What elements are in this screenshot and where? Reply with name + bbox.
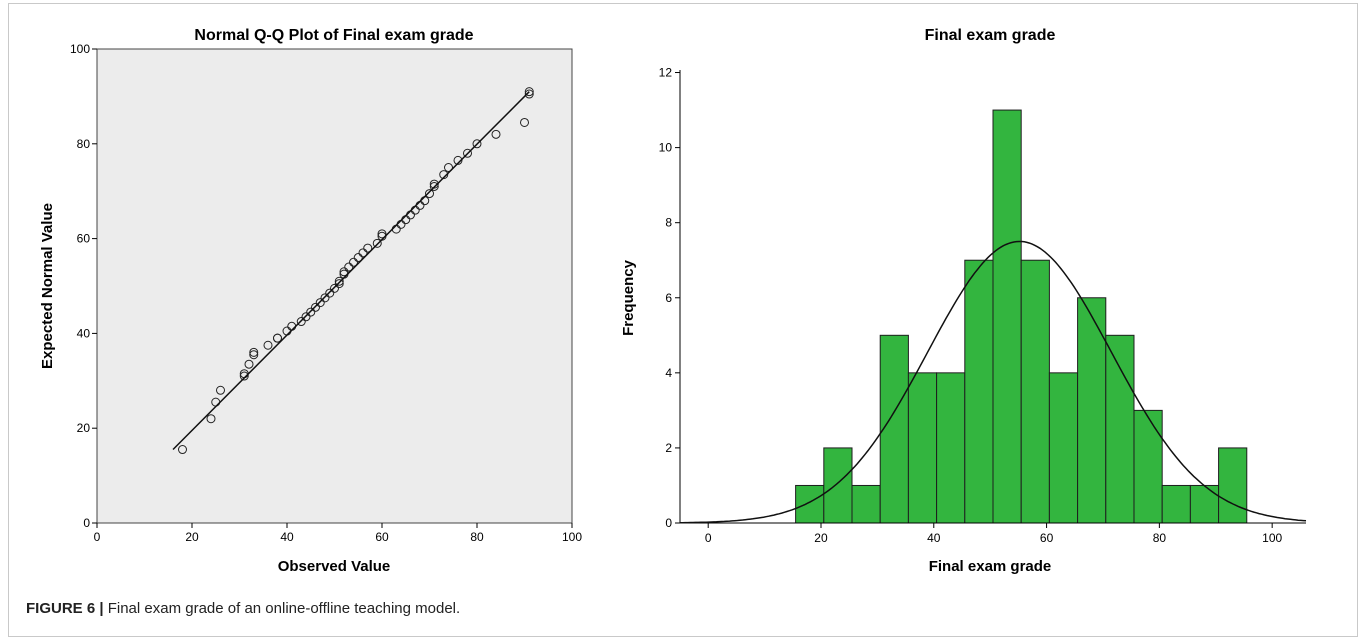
qq-point: [315, 298, 325, 308]
qq-point: [491, 129, 501, 139]
qq-y-tick-label: 80: [77, 137, 91, 151]
qq-point: [216, 385, 225, 395]
qq-x-ticks: 0 20 40 60 80 100: [94, 523, 582, 544]
qq-x-tick-label: 60: [375, 530, 389, 544]
qq-y-ticks: 0 20 40 60 80 100: [70, 42, 97, 530]
qq-point: [372, 238, 382, 248]
histogram-x-tick-label: 80: [1153, 531, 1167, 545]
qq-y-tick-label: 0: [83, 516, 90, 530]
qq-point: [444, 163, 453, 172]
histogram-y-ticks: 0 2 4 6 8 10 12: [659, 66, 680, 530]
qq-point: [524, 87, 534, 97]
qq-point: [320, 293, 330, 303]
qq-point: [425, 189, 434, 199]
histogram-bar: [907, 372, 938, 524]
histogram-bar: [1020, 259, 1050, 524]
histogram: Final exam grade Final exam grade Freque…: [620, 27, 1307, 575]
histogram-bar: [936, 372, 966, 524]
histogram-x-tick-label: 0: [705, 531, 712, 545]
qq-point: [349, 257, 358, 267]
histogram-bar: [1105, 334, 1135, 524]
qq-x-tick-label: 40: [280, 530, 294, 544]
qq-point: [339, 267, 349, 277]
qq-x-tick-label: 100: [562, 530, 582, 544]
qq-reference-line: [172, 91, 530, 451]
histogram-x-tick-label: 60: [1040, 531, 1054, 545]
qq-point: [178, 445, 187, 455]
histogram-bar: [823, 447, 853, 524]
qq-point: [524, 89, 534, 99]
qq-y-tick-label: 40: [77, 326, 91, 340]
qq-point: [273, 333, 282, 343]
qq-point: [334, 276, 344, 286]
figure-caption: FIGURE 6 | Final exam grade of an online…: [26, 600, 460, 617]
qq-point: [263, 340, 273, 350]
qq-point: [301, 312, 311, 322]
qq-y-tick-label: 20: [77, 421, 91, 435]
histogram-y-tick-label: 0: [665, 516, 672, 530]
histogram-x-tick-label: 20: [814, 531, 828, 545]
qq-point: [325, 288, 335, 298]
histogram-bar: [1048, 372, 1079, 524]
histogram-x-tick-label: 40: [927, 531, 941, 545]
histogram-title: Final exam grade: [925, 27, 1056, 44]
histogram-y-tick-label: 2: [665, 441, 672, 455]
histogram-bar: [1161, 484, 1191, 524]
qq-point: [363, 243, 373, 253]
qq-point: [472, 139, 482, 149]
histogram-y-tick-label: 12: [659, 66, 673, 80]
histogram-y-tick-label: 8: [665, 216, 672, 230]
caption-label: FIGURE 6 |: [26, 600, 104, 617]
qq-point: [429, 181, 439, 191]
histogram-y-tick-label: 6: [665, 291, 672, 305]
qq-point: [311, 302, 320, 312]
qq-y-tick-label: 60: [77, 232, 91, 246]
qq-x-tick-label: 20: [185, 530, 199, 544]
caption-text: Final exam grade of an online-offline te…: [107, 600, 461, 617]
qq-point: [520, 117, 529, 127]
histogram-y-axis-label: Frequency: [620, 259, 637, 336]
qq-point: [249, 350, 259, 360]
qq-point: [453, 155, 463, 165]
histogram-y-tick-label: 10: [659, 141, 673, 155]
histogram-bars: [795, 109, 1248, 524]
qq-point: [330, 283, 339, 293]
histogram-y-tick-label: 4: [665, 366, 672, 380]
qq-point: [249, 347, 259, 357]
histogram-bar: [1189, 484, 1220, 524]
qq-point: [244, 359, 254, 369]
histogram-bar: [1133, 409, 1163, 524]
histogram-bar: [1218, 447, 1248, 524]
qq-point: [344, 262, 354, 272]
qq-point: [296, 317, 306, 327]
qq-plot: Normal Q-Q Plot of Final exam grade Obse…: [39, 27, 582, 575]
histogram-bar: [795, 484, 825, 524]
histogram-bar: [1077, 297, 1107, 524]
qq-plot-title: Normal Q-Q Plot of Final exam grade: [194, 27, 473, 44]
qq-y-axis-label: Expected Normal Value: [39, 203, 56, 369]
qq-point: [353, 253, 363, 263]
qq-x-tick-label: 80: [470, 530, 484, 544]
histogram-bar: [879, 334, 909, 524]
qq-point: [463, 148, 472, 158]
qq-point: [206, 414, 216, 424]
histogram-x-tick-label: 100: [1262, 531, 1282, 545]
qq-point: [239, 371, 249, 381]
qq-point: [334, 279, 344, 289]
histogram-x-axis-label: Final exam grade: [929, 558, 1052, 575]
qq-point: [306, 307, 316, 317]
qq-x-tick-label: 0: [94, 530, 101, 544]
normal-curve: [680, 240, 1307, 524]
histogram-bar: [964, 259, 994, 524]
histogram-bar: [992, 109, 1022, 524]
qq-point: [377, 229, 387, 239]
qq-point: [358, 248, 368, 258]
qq-y-tick-label: 100: [70, 42, 90, 56]
qq-x-axis-label: Observed Value: [278, 558, 391, 575]
histogram-x-ticks: 0 20 40 60 80 100: [705, 523, 1282, 545]
histogram-bar: [851, 484, 881, 524]
